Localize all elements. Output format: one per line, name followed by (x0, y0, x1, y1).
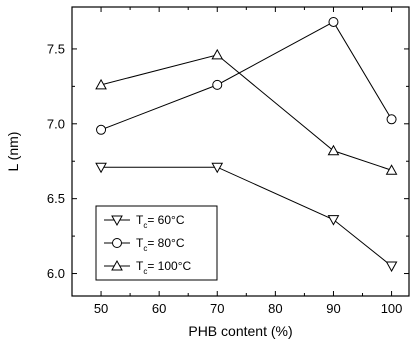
data-point-series1-2 (328, 16, 339, 27)
x-tick-label: 70 (210, 301, 224, 316)
x-tick-label: 50 (94, 301, 108, 316)
x-tick-label: 80 (268, 301, 282, 316)
data-point-series2-0 (95, 78, 107, 90)
plot-frame (71, 6, 410, 297)
y-tick-label: 7.0 (47, 116, 65, 131)
data-point-series0-3 (385, 261, 398, 273)
data-point-series0-2 (327, 215, 340, 226)
data-point-series2-2 (327, 144, 340, 156)
series-line-0 (101, 166, 392, 267)
series-line-1 (100, 21, 392, 131)
data-point-series2-1 (211, 48, 224, 60)
x-tick-label: 90 (326, 301, 340, 316)
data-point-series2-3 (385, 164, 398, 175)
legend-marker-1 (112, 238, 122, 248)
legend-label-1: Tc= 80°C (136, 236, 185, 253)
data-point-series0-1 (211, 162, 224, 174)
data-point-series0-0 (95, 162, 107, 174)
x-tick-label: 60 (152, 301, 166, 316)
y-tick-label: 6.5 (47, 191, 65, 206)
y-tick-label: 7.5 (47, 41, 65, 56)
x-tick-label: 100 (381, 301, 403, 316)
data-point-series1-0 (96, 124, 107, 135)
x-axis-title: PHB content (%) (188, 323, 292, 339)
y-axis-title: L (nm) (5, 132, 21, 172)
data-point-series1-1 (212, 79, 223, 90)
legend-marker-2 (111, 259, 123, 271)
y-tick-label: 6.0 (47, 266, 65, 281)
data-point-series1-3 (386, 114, 397, 125)
series-line-2 (100, 54, 392, 171)
legend-label-0: Tc= 60°C (136, 213, 185, 230)
legend-label-2: Tc= 100°C (136, 259, 192, 276)
legend-marker-0 (111, 215, 123, 227)
